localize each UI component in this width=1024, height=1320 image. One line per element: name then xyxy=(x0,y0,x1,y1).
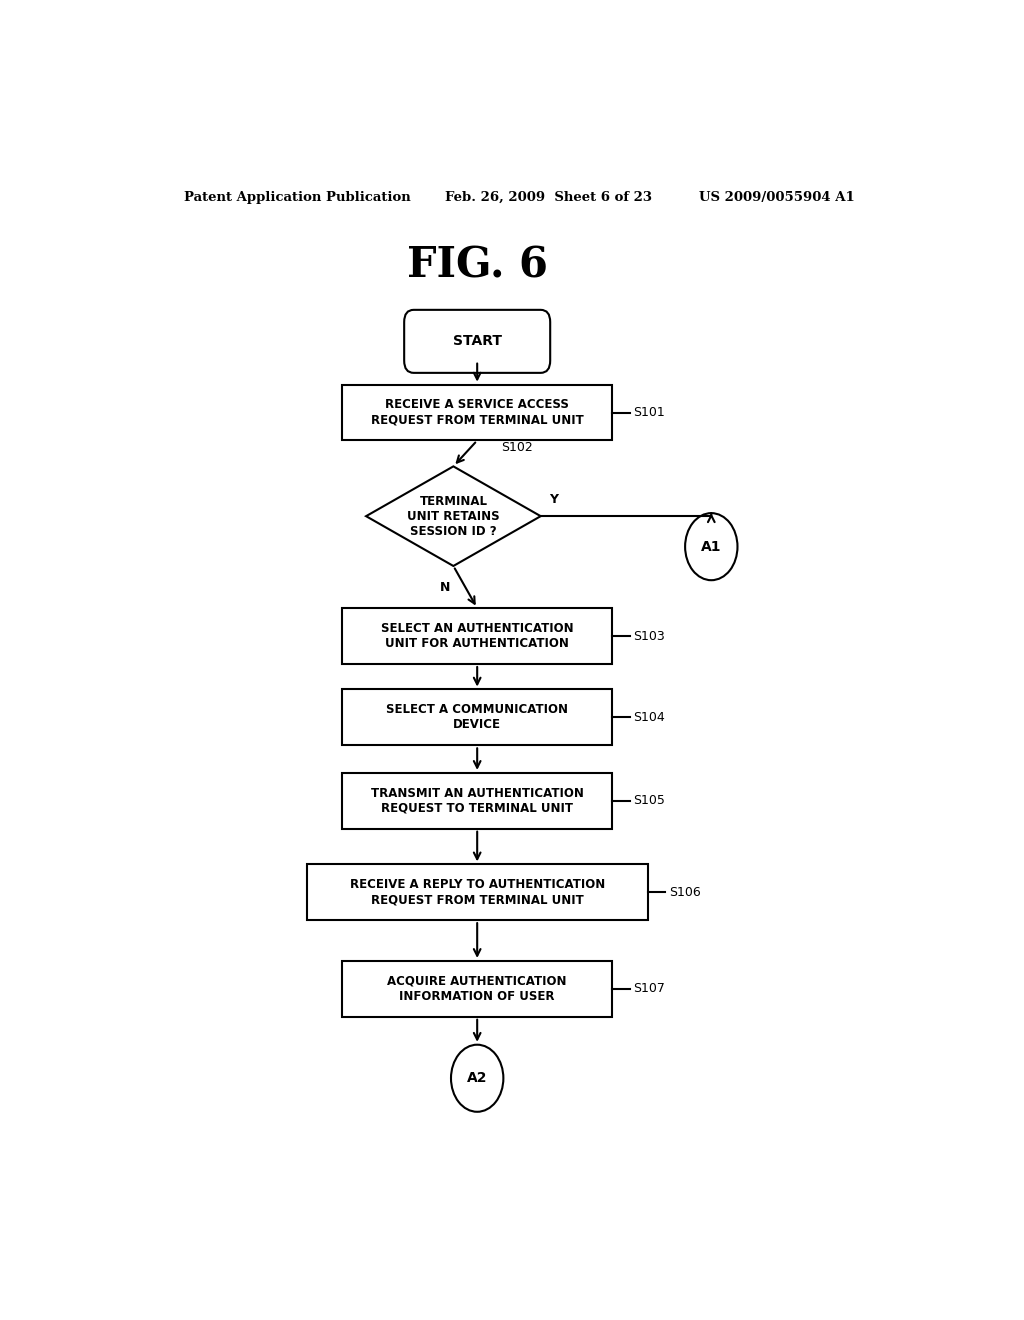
Text: START: START xyxy=(453,334,502,348)
Text: FIG. 6: FIG. 6 xyxy=(407,244,548,286)
Text: N: N xyxy=(440,581,451,594)
Text: TRANSMIT AN AUTHENTICATION
REQUEST TO TERMINAL UNIT: TRANSMIT AN AUTHENTICATION REQUEST TO TE… xyxy=(371,787,584,814)
Bar xyxy=(342,961,612,1016)
Circle shape xyxy=(451,1044,504,1111)
Text: US 2009/0055904 A1: US 2009/0055904 A1 xyxy=(699,190,855,203)
Text: S102: S102 xyxy=(501,441,532,454)
Text: S101: S101 xyxy=(634,407,666,418)
Text: A2: A2 xyxy=(467,1072,487,1085)
Text: S107: S107 xyxy=(634,982,666,995)
Text: Feb. 26, 2009  Sheet 6 of 23: Feb. 26, 2009 Sheet 6 of 23 xyxy=(445,190,652,203)
Text: SELECT A COMMUNICATION
DEVICE: SELECT A COMMUNICATION DEVICE xyxy=(386,704,568,731)
Bar xyxy=(342,384,612,441)
Text: S104: S104 xyxy=(634,711,666,723)
Bar xyxy=(342,772,612,829)
Text: RECEIVE A REPLY TO AUTHENTICATION
REQUEST FROM TERMINAL UNIT: RECEIVE A REPLY TO AUTHENTICATION REQUES… xyxy=(349,878,605,907)
Text: SELECT AN AUTHENTICATION
UNIT FOR AUTHENTICATION: SELECT AN AUTHENTICATION UNIT FOR AUTHEN… xyxy=(381,622,573,651)
Bar xyxy=(342,689,612,746)
Text: S103: S103 xyxy=(634,630,666,643)
Bar xyxy=(342,609,612,664)
Text: S106: S106 xyxy=(670,886,701,899)
Bar xyxy=(306,865,648,920)
Text: S105: S105 xyxy=(634,795,666,808)
Text: A1: A1 xyxy=(701,540,722,553)
Text: Patent Application Publication: Patent Application Publication xyxy=(183,190,411,203)
Text: TERMINAL
UNIT RETAINS
SESSION ID ?: TERMINAL UNIT RETAINS SESSION ID ? xyxy=(408,495,500,537)
Circle shape xyxy=(685,513,737,581)
Polygon shape xyxy=(367,466,541,566)
Text: RECEIVE A SERVICE ACCESS
REQUEST FROM TERMINAL UNIT: RECEIVE A SERVICE ACCESS REQUEST FROM TE… xyxy=(371,399,584,426)
Text: Y: Y xyxy=(549,492,558,506)
Text: ACQUIRE AUTHENTICATION
INFORMATION OF USER: ACQUIRE AUTHENTICATION INFORMATION OF US… xyxy=(387,974,567,1003)
FancyBboxPatch shape xyxy=(404,310,550,372)
